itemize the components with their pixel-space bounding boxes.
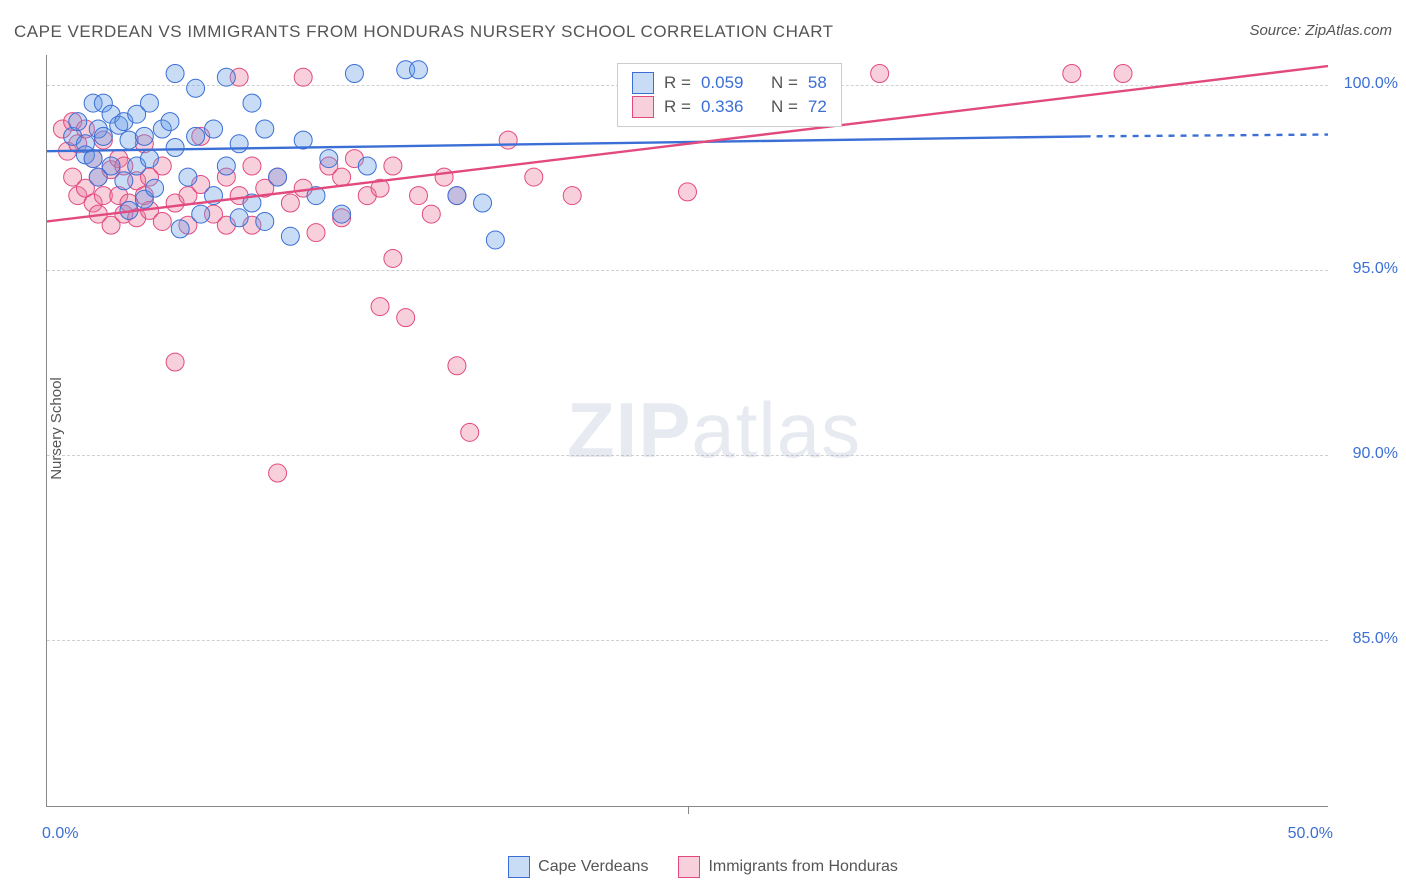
data-point (94, 127, 112, 145)
x-tick (688, 806, 689, 814)
data-point (256, 212, 274, 230)
y-tick-label: 95.0% (1353, 260, 1398, 278)
data-point (320, 150, 338, 168)
data-point (140, 94, 158, 112)
stats-swatch-a (632, 72, 654, 94)
data-point (345, 65, 363, 83)
legend-label-b: Immigrants from Honduras (708, 858, 897, 876)
data-point (409, 61, 427, 79)
data-point (230, 135, 248, 153)
data-point (166, 65, 184, 83)
y-tick-label: 90.0% (1353, 445, 1398, 463)
data-point (409, 187, 427, 205)
data-point (102, 157, 120, 175)
data-point (243, 157, 261, 175)
y-tick-label: 100.0% (1344, 75, 1398, 93)
data-point (192, 205, 210, 223)
data-point (294, 68, 312, 86)
stats-swatch-b (632, 96, 654, 118)
data-point (166, 353, 184, 371)
data-point (217, 68, 235, 86)
data-point (525, 168, 543, 186)
data-point (115, 172, 133, 190)
data-point (187, 127, 205, 145)
legend-bottom: Cape Verdeans Immigrants from Honduras (0, 856, 1406, 878)
data-point (269, 464, 287, 482)
data-point (153, 212, 171, 230)
x-tick-label: 50.0% (1288, 825, 1333, 843)
data-point (166, 138, 184, 156)
data-point (269, 168, 287, 186)
data-point (1063, 65, 1081, 83)
legend-item-b: Immigrants from Honduras (678, 856, 897, 878)
plot-svg (47, 55, 1328, 806)
data-point (256, 120, 274, 138)
data-point (486, 231, 504, 249)
y-tick-label: 85.0% (1353, 630, 1398, 648)
data-point (448, 357, 466, 375)
data-point (871, 65, 889, 83)
data-point (281, 194, 299, 212)
legend-label-a: Cape Verdeans (538, 858, 648, 876)
stats-row-b: R = 0.336 N = 72 (632, 96, 827, 118)
data-point (358, 157, 376, 175)
data-point (448, 187, 466, 205)
data-point (281, 227, 299, 245)
chart-container: CAPE VERDEAN VS IMMIGRANTS FROM HONDURAS… (0, 0, 1406, 892)
data-point (217, 157, 235, 175)
data-point (140, 150, 158, 168)
data-point (461, 423, 479, 441)
stats-b-r-value: 0.336 (701, 97, 761, 117)
data-point (563, 187, 581, 205)
stats-b-r-label: R = (664, 97, 691, 117)
x-tick-label: 0.0% (42, 825, 78, 843)
plot-area: ZIPatlas R = 0.059 N = 58 R = 0.336 N = … (46, 55, 1328, 807)
data-point (230, 209, 248, 227)
stats-b-n-label: N = (771, 97, 798, 117)
data-point (84, 150, 102, 168)
stats-row-a: R = 0.059 N = 58 (632, 72, 827, 94)
data-point (307, 224, 325, 242)
data-point (1114, 65, 1132, 83)
legend-swatch-b (678, 856, 700, 878)
data-point (397, 309, 415, 327)
source-label: Source: ZipAtlas.com (1249, 22, 1392, 39)
data-point (205, 120, 223, 138)
legend-swatch-a (508, 856, 530, 878)
data-point (499, 131, 517, 149)
data-point (187, 79, 205, 97)
data-point (161, 113, 179, 131)
data-point (422, 205, 440, 223)
stats-a-r-value: 0.059 (701, 73, 761, 93)
data-point (384, 157, 402, 175)
data-point (435, 168, 453, 186)
data-point (384, 249, 402, 267)
stats-a-r-label: R = (664, 73, 691, 93)
data-point (333, 168, 351, 186)
data-point (179, 168, 197, 186)
data-point (679, 183, 697, 201)
data-point (146, 179, 164, 197)
chart-title: CAPE VERDEAN VS IMMIGRANTS FROM HONDURAS… (14, 22, 834, 42)
data-point (171, 220, 189, 238)
data-point (69, 113, 87, 131)
stats-box: R = 0.059 N = 58 R = 0.336 N = 72 (617, 63, 842, 127)
stats-a-n-value: 58 (808, 73, 827, 93)
legend-item-a: Cape Verdeans (508, 856, 648, 878)
stats-a-n-label: N = (771, 73, 798, 93)
stats-b-n-value: 72 (808, 97, 827, 117)
data-point (371, 298, 389, 316)
regression-line-a-dash (1085, 135, 1328, 137)
data-point (333, 205, 351, 223)
data-point (474, 194, 492, 212)
data-point (243, 94, 261, 112)
data-point (135, 127, 153, 145)
